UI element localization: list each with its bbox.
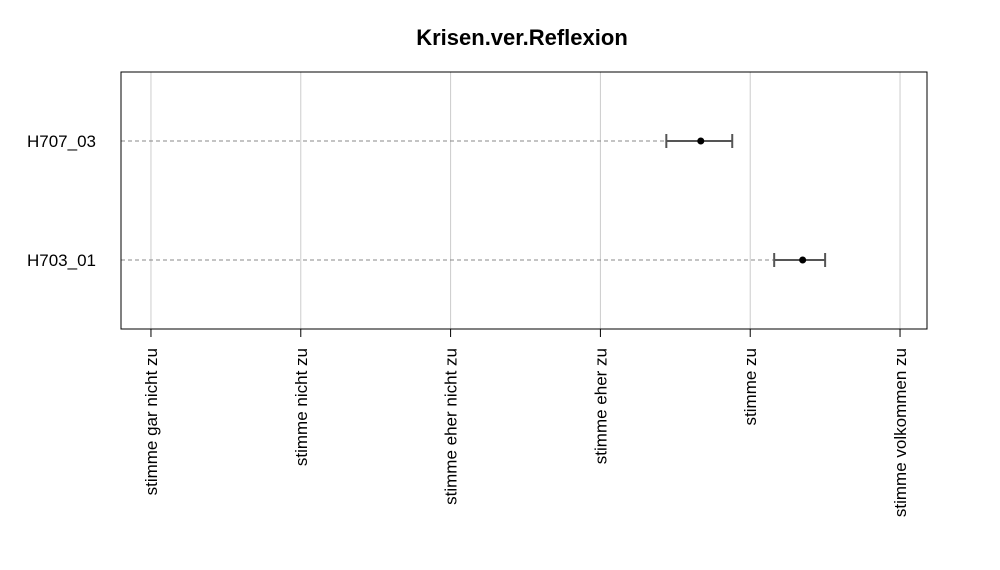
grid-layer	[150, 72, 901, 329]
x-tick-label: stimme zu	[741, 348, 760, 425]
chart-title: Krisen.ver.Reflexion	[416, 25, 628, 50]
x-axis: stimme gar nicht zu stimme nicht zu stimme…	[142, 329, 910, 517]
y-tick-label: H703_01	[27, 251, 96, 270]
y-axis-labels: H707_03 H703_01	[27, 132, 96, 270]
data-point	[697, 137, 705, 145]
x-tick-label: stimme eher nicht zu	[442, 348, 461, 505]
data-point	[799, 256, 807, 264]
errorbar-layer	[665, 134, 827, 267]
guide-layer	[121, 140, 803, 261]
x-tick-label: stimme volkommen zu	[891, 348, 910, 517]
x-tick-label: stimme gar nicht zu	[142, 348, 161, 495]
x-tick-label: stimme nicht zu	[292, 348, 311, 466]
plot-frame	[120, 71, 928, 330]
point-layer	[697, 137, 807, 264]
y-tick-label: H707_03	[27, 132, 96, 151]
x-tick-label: stimme eher zu	[591, 348, 610, 464]
